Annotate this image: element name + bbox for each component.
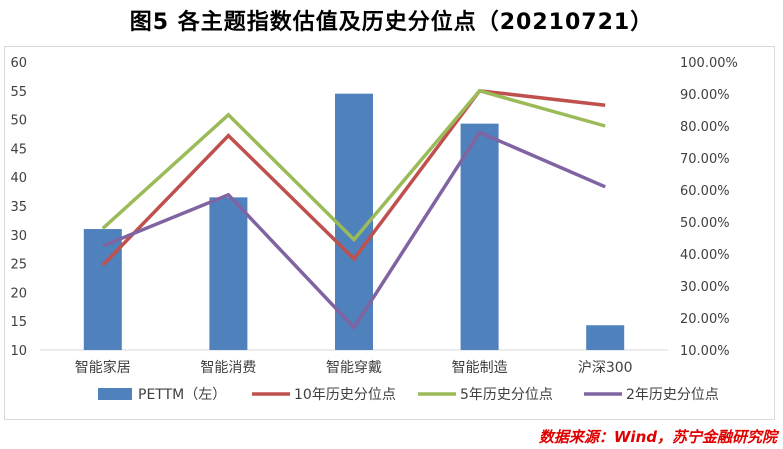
page-title: 图5 各主题指数估值及历史分位点（20210721） xyxy=(129,10,654,35)
bar-沪深300 xyxy=(586,325,625,350)
category-label: 沪深300 xyxy=(578,360,633,376)
left-tick-label: 10 xyxy=(10,344,27,359)
left-tick-label: 60 xyxy=(10,56,27,71)
legend-label: 5年历史分位点 xyxy=(460,387,553,403)
legend-swatch-bar xyxy=(98,388,132,400)
left-tick-label: 40 xyxy=(10,171,27,186)
left-tick-label: 25 xyxy=(10,258,27,273)
left-tick-label: 15 xyxy=(10,315,27,330)
bars xyxy=(83,93,625,351)
right-tick-label: 20.00% xyxy=(680,312,730,327)
lines xyxy=(101,88,606,331)
left-tick-label: 45 xyxy=(10,142,27,157)
left-tick-label: 55 xyxy=(10,85,27,100)
bar-智能家居 xyxy=(83,229,122,350)
chart-frame xyxy=(4,46,775,420)
series-line-0 xyxy=(101,88,606,267)
right-tick-label: 100.00% xyxy=(680,56,738,71)
source-note: 数据来源：Wind，苏宁金融研究院 xyxy=(538,428,777,446)
right-tick-label: 40.00% xyxy=(680,248,730,263)
legend-label: 2年历史分位点 xyxy=(626,387,719,403)
legend: PETTM（左） 10年历史分位点 5年历史分位点 2年历史分位点 xyxy=(98,387,719,403)
labels: 10 15 20 25 30 35 40 45 50 55 60 10.00% 20.00% 30.00%… xyxy=(10,56,737,376)
right-tick-label: 30.00% xyxy=(680,280,730,295)
left-tick-label: 30 xyxy=(10,229,27,244)
right-tick-label: 80.00% xyxy=(680,120,730,135)
series-line-1 xyxy=(101,88,606,243)
category-label: 智能家居 xyxy=(75,359,131,376)
legend-label: 10年历史分位点 xyxy=(294,387,396,403)
right-tick-label: 10.00% xyxy=(680,344,730,359)
series-line-2 xyxy=(102,130,606,331)
right-tick-label: 90.00% xyxy=(680,88,730,103)
bar-智能制造 xyxy=(460,123,499,350)
right-tick-label: 70.00% xyxy=(680,152,730,167)
legend-label: PETTM（左） xyxy=(138,387,226,403)
category-label: 智能消费 xyxy=(200,360,256,376)
left-tick-label: 50 xyxy=(10,114,27,129)
right-tick-label: 50.00% xyxy=(680,216,730,231)
category-label: 智能制造 xyxy=(452,360,508,376)
bar-智能消费 xyxy=(209,197,248,350)
right-tick-label: 60.00% xyxy=(680,184,730,199)
left-tick-label: 20 xyxy=(10,286,27,301)
left-tick-label: 35 xyxy=(10,200,27,215)
category-label: 智能穿戴 xyxy=(326,360,382,376)
